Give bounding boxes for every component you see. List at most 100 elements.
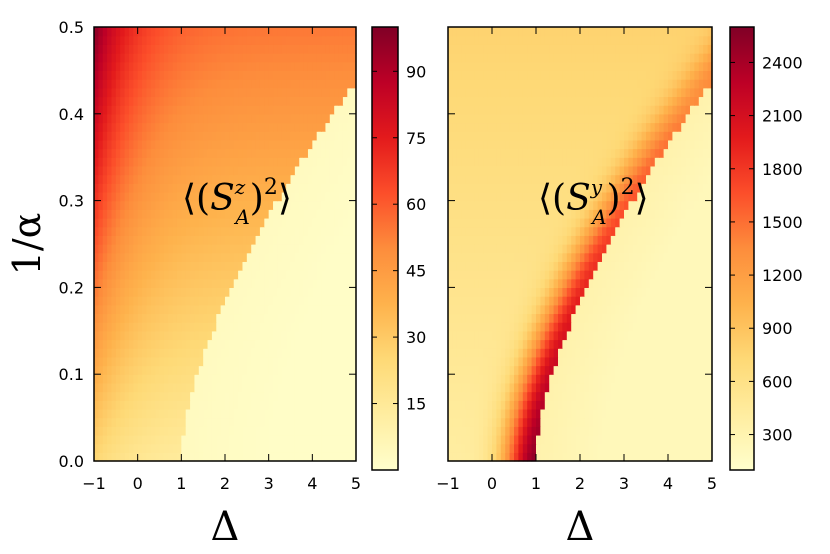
heatmap-cell: [698, 434, 704, 445]
heatmap-cell: [347, 408, 353, 419]
heatmap-cell: [492, 426, 497, 436]
heatmap-cell: [172, 87, 178, 98]
heatmap-cell: [238, 122, 244, 132]
heatmap-cell: [242, 113, 248, 124]
heatmap-cell: [102, 122, 108, 132]
heatmap-cell: [251, 278, 257, 288]
heatmap-cell: [203, 374, 209, 384]
heatmap-cell: [281, 443, 287, 453]
heatmap-cell: [707, 348, 713, 358]
heatmap-cell: [163, 244, 169, 254]
heatmap-cell: [668, 426, 673, 436]
heatmap-cell: [562, 426, 568, 436]
heatmap-cell: [194, 374, 200, 384]
heatmap-cell: [329, 122, 335, 132]
heatmap-cell: [255, 61, 261, 71]
heatmap-cell: [527, 434, 533, 445]
heatmap-cell: [203, 79, 209, 89]
heatmap-cell: [509, 226, 515, 236]
heatmap-cell: [307, 313, 313, 323]
heatmap-cell: [220, 113, 226, 124]
heatmap-cell: [544, 348, 550, 358]
heatmap-cell: [246, 157, 252, 167]
heatmap-cell: [168, 139, 174, 150]
heatmap-cell: [325, 96, 331, 106]
heatmap-cell: [115, 278, 121, 288]
heatmap-cell: [312, 27, 318, 37]
annotation-sz: ⟨(Sz A)2⟩: [182, 175, 292, 229]
heatmap-cell: [514, 270, 519, 280]
heatmap-cell: [544, 313, 550, 323]
heatmap-cell: [198, 96, 204, 106]
heatmap-cell: [606, 252, 612, 262]
heatmap-cell: [163, 356, 169, 367]
heatmap-cell: [255, 131, 261, 141]
heatmap-cell: [659, 408, 665, 419]
heatmap-cell: [102, 53, 108, 63]
heatmap-cell: [242, 382, 248, 393]
heatmap-cell: [111, 174, 117, 184]
heatmap-cell: [181, 131, 187, 141]
heatmap-cell: [264, 174, 270, 184]
heatmap-cell: [663, 270, 669, 280]
heatmap-cell: [198, 148, 204, 158]
heatmap-cell: [155, 87, 161, 98]
heatmap-cell: [107, 443, 113, 453]
heatmap-cell: [707, 374, 713, 384]
heatmap-cell: [185, 252, 191, 262]
heatmap-cell: [181, 356, 187, 367]
heatmap-cell: [321, 183, 327, 193]
heatmap-cell: [514, 339, 519, 349]
heatmap-cell: [685, 191, 691, 202]
heatmap-cell: [150, 434, 156, 445]
heatmap-cell: [470, 183, 475, 193]
heatmap-cell: [509, 244, 515, 254]
heatmap-cell: [273, 122, 278, 132]
heatmap-cell: [342, 226, 348, 236]
heatmap-cell: [615, 426, 621, 436]
heatmap-cell: [294, 270, 300, 280]
heatmap-cell: [194, 426, 200, 436]
heatmap-cell: [531, 330, 537, 341]
heatmap-cell: [273, 304, 278, 315]
heatmap-cell: [286, 105, 292, 115]
heatmap-cell: [115, 452, 121, 462]
heatmap-cell: [264, 131, 270, 141]
heatmap-cell: [606, 226, 612, 236]
heatmap-cell: [190, 157, 196, 167]
heatmap-cell: [172, 339, 178, 349]
heatmap-cell: [527, 183, 533, 193]
heatmap-cell: [216, 183, 222, 193]
heatmap-cell: [94, 139, 99, 150]
heatmap-cell: [155, 261, 161, 271]
heatmap-cell: [351, 183, 357, 193]
heatmap-cell: [351, 348, 357, 358]
heatmap-cell: [676, 339, 682, 349]
heatmap-cell: [531, 443, 537, 453]
heatmap-cell: [619, 183, 625, 193]
heatmap-cell: [663, 244, 669, 254]
heatmap-cell: [338, 174, 344, 184]
heatmap-cell: [207, 35, 213, 45]
heatmap-cell: [566, 278, 572, 288]
heatmap-cell: [659, 235, 665, 245]
heatmap-cell: [251, 79, 257, 89]
heatmap-cell: [536, 434, 541, 445]
heatmap-cell: [650, 339, 656, 349]
heatmap-cell: [566, 252, 572, 262]
heatmap-cell: [185, 217, 191, 228]
heatmap-cell: [522, 330, 528, 341]
heatmap-cell: [98, 96, 104, 106]
heatmap-cell: [628, 278, 634, 288]
x-axis-ticks: −1 0 1 2 3 4 5: [82, 27, 361, 493]
heatmap-cell: [251, 296, 257, 306]
heatmap-cell: [342, 365, 348, 375]
heatmap-cell: [172, 382, 178, 393]
heatmap-cell: [128, 408, 134, 419]
heatmap-cell: [619, 391, 625, 401]
heatmap-cell: [98, 235, 104, 245]
heatmap-cell: [487, 356, 493, 367]
heatmap-cell: [111, 261, 117, 271]
heatmap-cell: [120, 79, 126, 89]
heatmap-cell: [628, 270, 634, 280]
